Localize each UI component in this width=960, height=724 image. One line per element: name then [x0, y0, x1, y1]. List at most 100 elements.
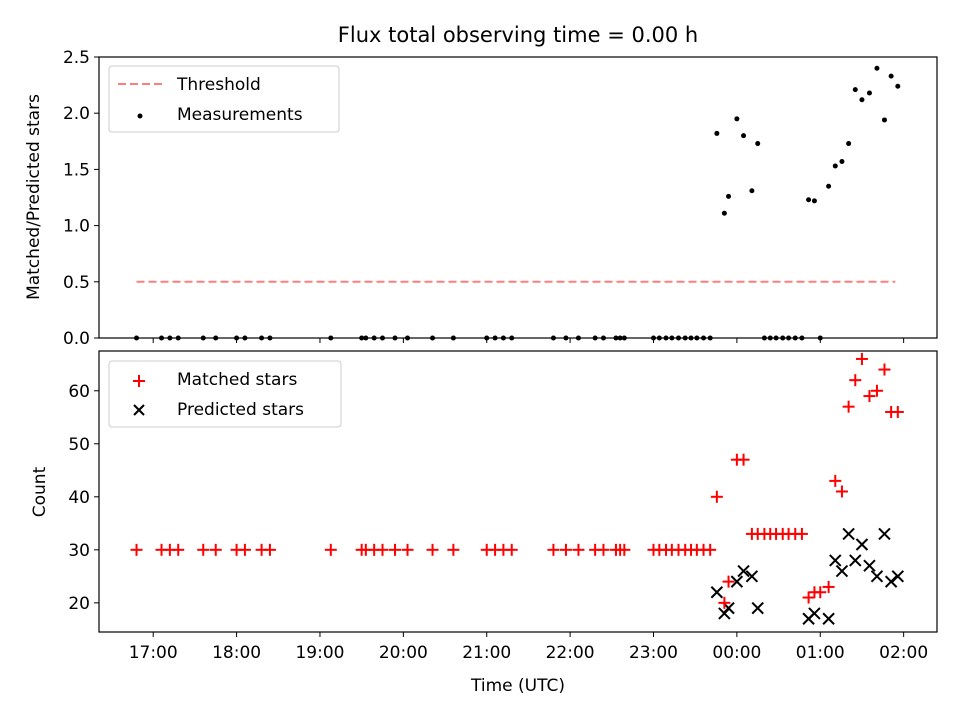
measurement-point	[392, 335, 398, 341]
predicted-star-marker	[849, 554, 862, 567]
count-x-ticks: 17:00 18:00 19:00 20:00 21:00 22:00 23:00 00:00…	[129, 632, 928, 663]
count-x-tick-label: 02:00	[879, 643, 928, 663]
measurement-point	[866, 90, 872, 96]
predicted-star-marker	[808, 607, 821, 620]
predicted-star-marker	[878, 527, 891, 541]
measurement-point	[701, 335, 707, 341]
measurement-point	[859, 97, 865, 103]
matched-star-marker	[863, 390, 876, 403]
count-x-tick-label: 23:00	[629, 643, 678, 663]
measurement-point	[688, 335, 694, 341]
predicted-star-markers	[710, 527, 905, 625]
predicted-legend-label: Predicted stars	[177, 400, 304, 420]
measurement-point	[832, 163, 838, 169]
matched-star-marker	[197, 543, 210, 556]
measurements-legend-marker	[137, 113, 143, 119]
matched-star-marker	[389, 543, 402, 556]
predicted-star-marker	[870, 570, 884, 583]
matched-star-marker	[447, 543, 460, 556]
matched-star-marker	[209, 543, 222, 556]
measurement-point	[405, 335, 411, 341]
measurement-point	[826, 183, 832, 189]
matched-star-marker	[891, 405, 904, 418]
ratio-panel: 0.0 0.5 1.0 1.5 2.0 2.5 Matched/Predicted sta…	[24, 48, 938, 349]
measurement-point	[755, 141, 761, 147]
matched-star-marker	[376, 543, 389, 556]
measurement-point	[380, 335, 386, 341]
predicted-star-marker	[855, 538, 869, 551]
predicted-star-marker	[863, 559, 876, 572]
count-x-tick-label: 20:00	[379, 643, 428, 663]
matched-star-marker	[842, 400, 855, 413]
measurement-point	[175, 335, 181, 341]
measurement-point	[134, 335, 140, 341]
matched-star-marker	[324, 543, 337, 556]
matched-star-marker	[822, 580, 835, 593]
matched-star-marker	[710, 490, 723, 503]
count-x-tick-label: 22:00	[546, 643, 595, 663]
measurement-point	[895, 83, 901, 89]
count-x-tick-label: 00:00	[712, 643, 761, 663]
measurement-points	[134, 65, 901, 341]
count-y-label: Count	[30, 466, 50, 517]
predicted-star-marker	[822, 612, 835, 625]
measurement-point	[682, 335, 688, 341]
ratio-y-tick-label: 1.0	[63, 217, 90, 237]
matched-star-marker	[870, 384, 883, 397]
matched-star-marker	[172, 543, 185, 556]
count-y-tick-label: 40	[68, 488, 90, 508]
ratio-y-ticks: 0.0 0.5 1.0 1.5 2.0 2.5	[63, 48, 99, 349]
predicted-star-marker	[751, 601, 764, 615]
count-legend: Matched stars Predicted stars	[108, 360, 342, 428]
measurement-point	[669, 335, 675, 341]
count-x-tick-label: 21:00	[462, 643, 511, 663]
count-panel-frame	[98, 350, 938, 633]
measurement-point	[200, 335, 206, 341]
measurement-point	[761, 335, 767, 341]
count-legend-box	[108, 360, 342, 428]
measurement-point	[767, 335, 773, 341]
measurement-point	[492, 335, 498, 341]
matched-star-marker	[572, 543, 585, 556]
matched-star-marker	[835, 485, 848, 498]
count-y-tick-label: 30	[68, 541, 90, 561]
predicted-star-marker	[891, 570, 905, 583]
count-x-tick-label: 17:00	[129, 643, 178, 663]
measurement-point	[430, 335, 436, 341]
predicted-star-marker	[737, 564, 750, 578]
measurement-point	[734, 116, 740, 122]
predicted-legend-marker	[133, 404, 145, 416]
measurement-point	[484, 335, 490, 341]
matched-star-marker	[855, 352, 868, 365]
matched-star-marker	[263, 543, 276, 556]
measurement-point	[806, 197, 812, 203]
predicted-star-marker	[710, 586, 724, 599]
predicted-star-marker	[829, 554, 842, 567]
measurement-point	[550, 335, 556, 341]
measurement-point	[780, 335, 786, 341]
count-y-ticks: 20 30 40 50 60	[68, 382, 99, 614]
measurement-point	[450, 335, 456, 341]
ratio-y-tick-label: 2.5	[63, 48, 90, 68]
matched-legend-marker	[133, 375, 145, 387]
matched-star-marker	[802, 591, 815, 604]
measurement-point	[234, 335, 240, 341]
measurement-point	[575, 335, 581, 341]
matched-star-markers	[130, 352, 904, 609]
matched-star-marker	[849, 374, 862, 387]
matched-star-marker	[814, 586, 827, 599]
measurement-point	[359, 335, 365, 341]
matched-star-marker	[718, 596, 731, 609]
ratio-legend-box	[108, 65, 340, 133]
measurement-point	[839, 159, 845, 165]
ratio-legend: Threshold Measurements	[108, 65, 340, 133]
matched-star-marker	[704, 543, 717, 556]
measurement-point	[650, 335, 656, 341]
ratio-y-tick-label: 2.0	[63, 104, 90, 124]
matched-star-marker	[737, 453, 750, 466]
measurement-point	[592, 335, 598, 341]
predicted-star-marker	[835, 564, 849, 578]
matched-star-marker	[597, 543, 610, 556]
ratio-y-tick-label: 0.0	[63, 329, 90, 349]
measurement-point	[500, 335, 506, 341]
